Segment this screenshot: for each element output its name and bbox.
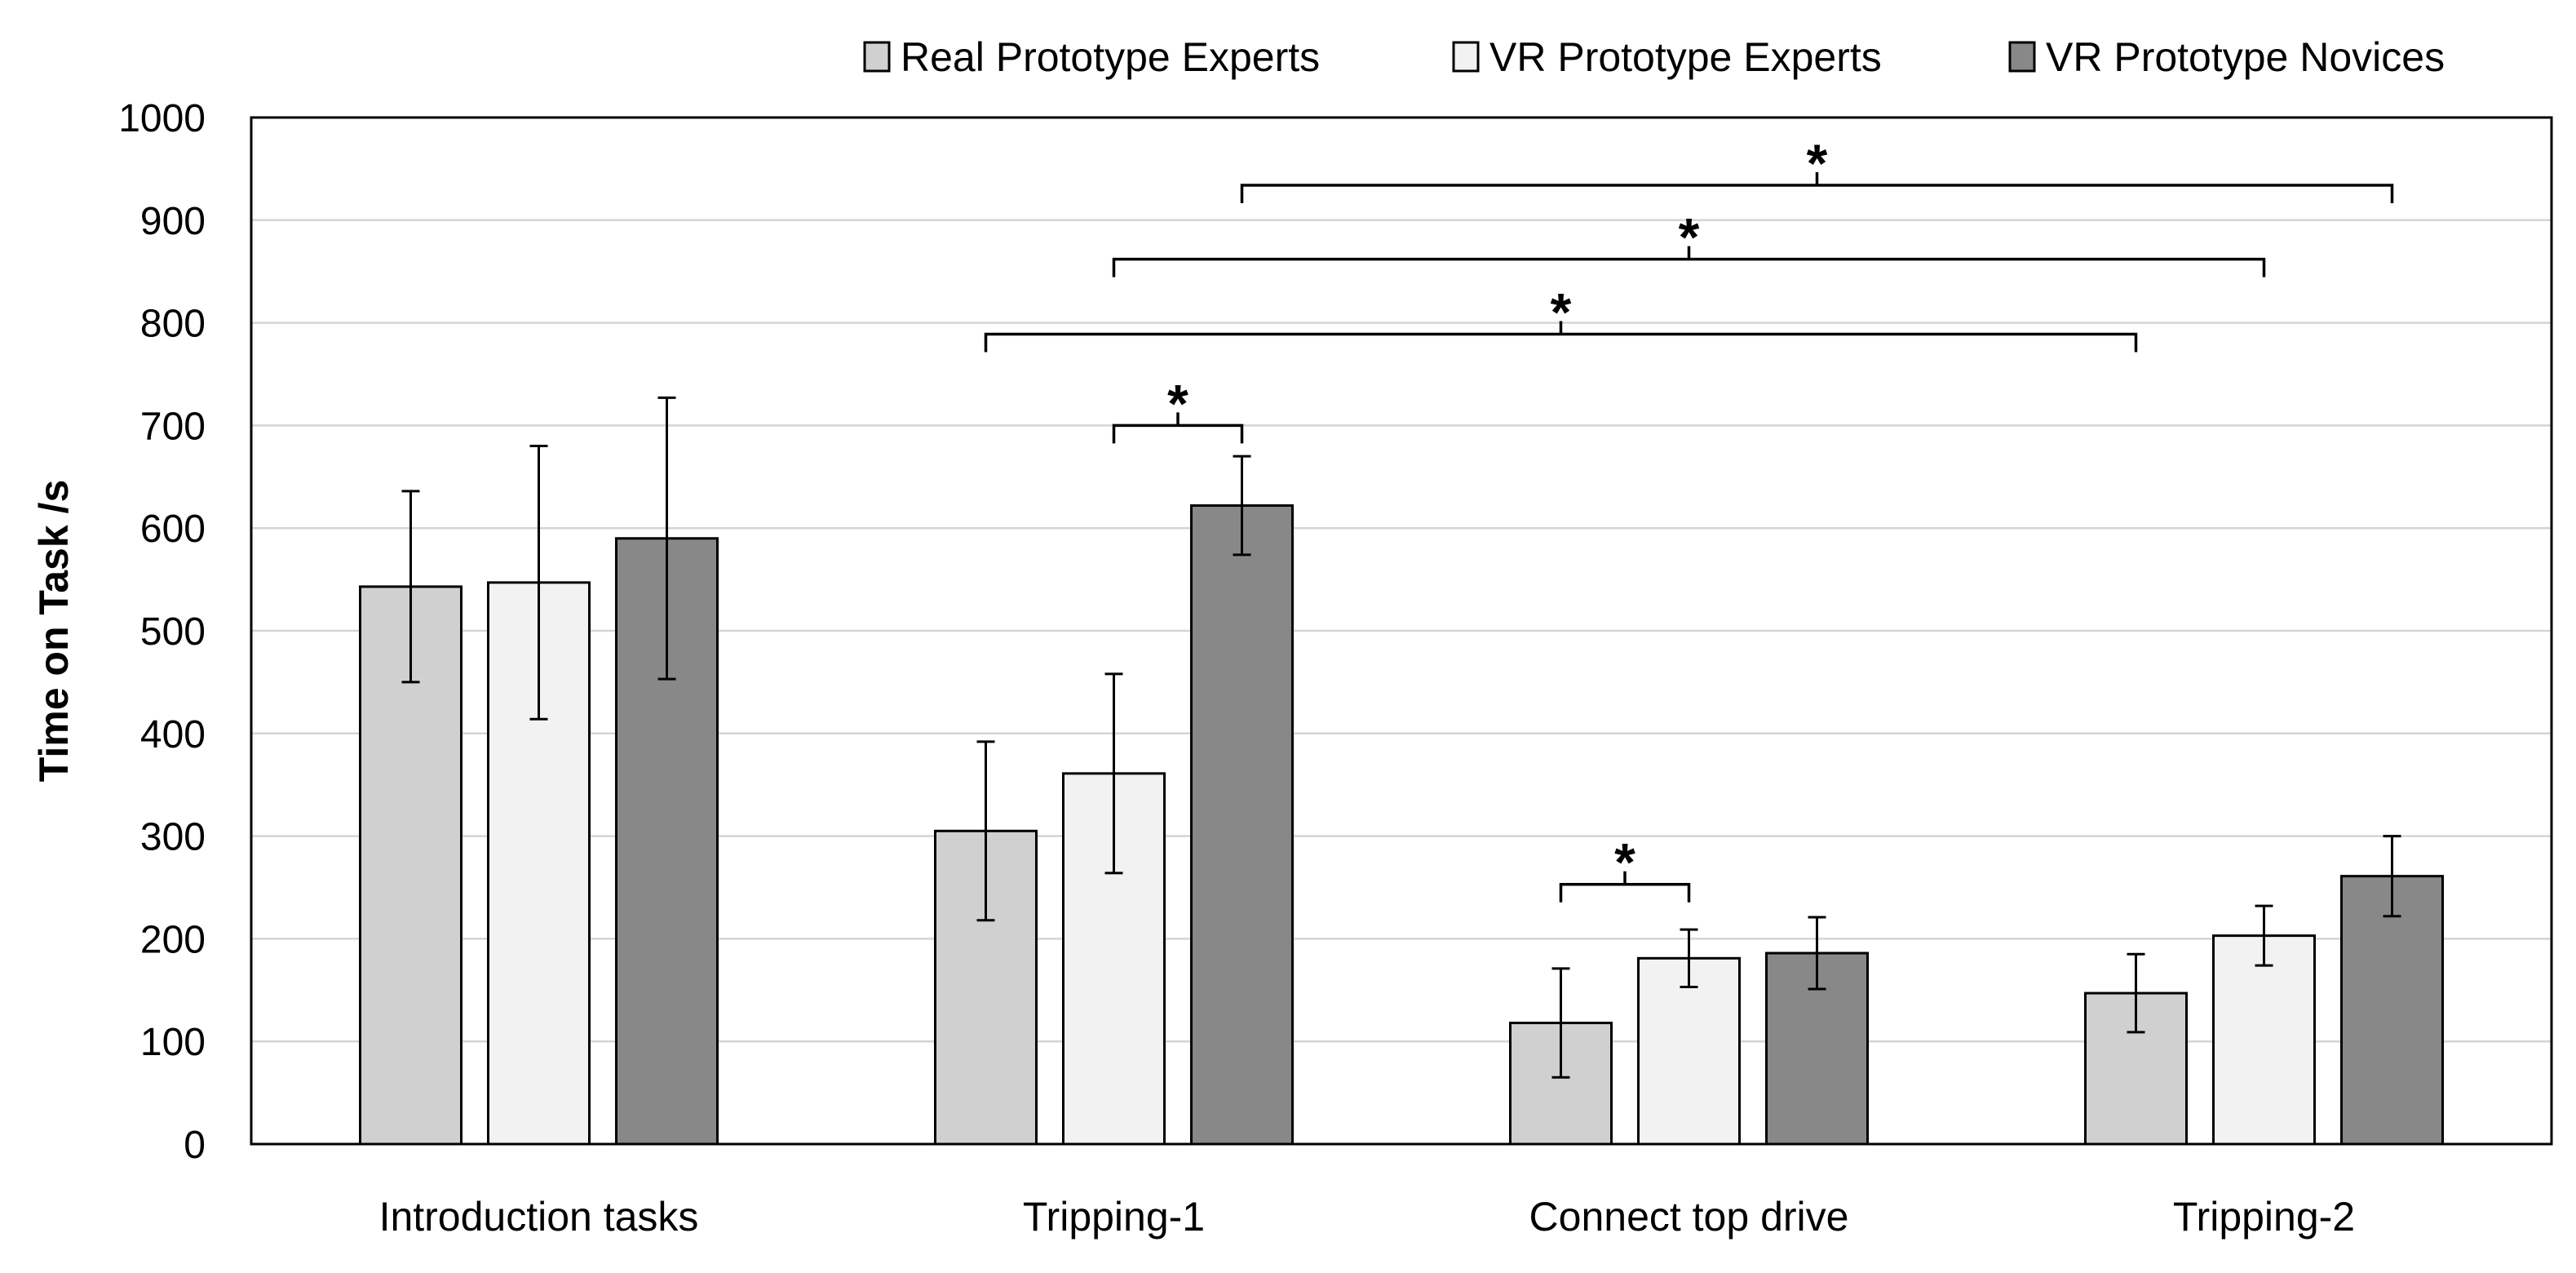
significance-bracket: * [1112,207,2266,277]
significance-label: * [1807,133,1828,193]
x-category-label: Tripping-1 [1023,1194,1205,1240]
x-category-label: Tripping-2 [2173,1194,2355,1240]
error-bar [976,740,995,922]
y-tick-label: 1000 [118,97,206,140]
x-category-label: Connect top drive [1529,1194,1849,1240]
y-tick-labels: 0 100 200 300 400 500 600 700 800 900 1000 [118,97,206,1167]
significance-label: * [1167,373,1188,433]
y-tick-label: 200 [140,918,206,961]
significance-bracket: * [1240,133,2394,204]
y-tick-label: 900 [140,200,206,243]
y-tick-label: 100 [140,1021,206,1064]
legend-label: VR Prototype Experts [1489,34,1882,80]
bar [2340,875,2444,1146]
significance-bracket: * [1112,373,1244,444]
error-bar [1551,967,1570,1079]
y-tick-label: 300 [140,816,206,859]
legend-label: VR Prototype Novices [2046,34,2445,80]
legend-swatch [2008,41,2036,73]
error-bar [2383,835,2401,918]
error-bar [2127,952,2145,1034]
significance-brackets: * * * * * [984,133,2394,903]
y-tick-label: 500 [140,610,206,654]
x-category-labels: Introduction tasks Tripping-1 Connect top … [379,1194,2356,1240]
grid-lines [251,219,2552,1043]
y-tick-label: 400 [140,713,206,756]
significance-label: * [1614,832,1635,893]
legend: Real Prototype Experts VR Prototype Exper… [863,34,2445,80]
bar [2212,934,2316,1146]
legend-label: Real Prototype Experts [901,34,1320,80]
error-bar [657,396,676,681]
y-tick-label: 600 [140,508,206,551]
y-axis-title: Time on Task /s [31,480,77,783]
error-bar [1808,916,1826,991]
error-bar [529,445,548,721]
legend-item: VR Prototype Experts [1452,34,1882,80]
error-bars [401,396,2401,1079]
legend-item: Real Prototype Experts [863,34,1320,80]
significance-bracket: * [984,282,2138,353]
error-bar [2255,904,2273,967]
significance-bracket: * [1559,832,1691,903]
significance-label: * [1551,282,1572,342]
error-bar [1233,455,1251,557]
significance-label: * [1679,207,1700,268]
plot-area-frame [250,116,2553,1146]
error-bar [1104,672,1123,875]
x-category-label: Introduction tasks [379,1194,699,1240]
legend-swatch [863,41,891,73]
error-bar [1680,928,1698,989]
legend-item: VR Prototype Novices [2008,34,2445,80]
bars [359,504,2444,1146]
bar [1190,504,1294,1146]
legend-swatch [1452,41,1480,73]
y-tick-label: 800 [140,303,206,346]
y-tick-label: 0 [184,1124,206,1167]
y-tick-label: 700 [140,405,206,448]
error-bar [401,490,420,684]
